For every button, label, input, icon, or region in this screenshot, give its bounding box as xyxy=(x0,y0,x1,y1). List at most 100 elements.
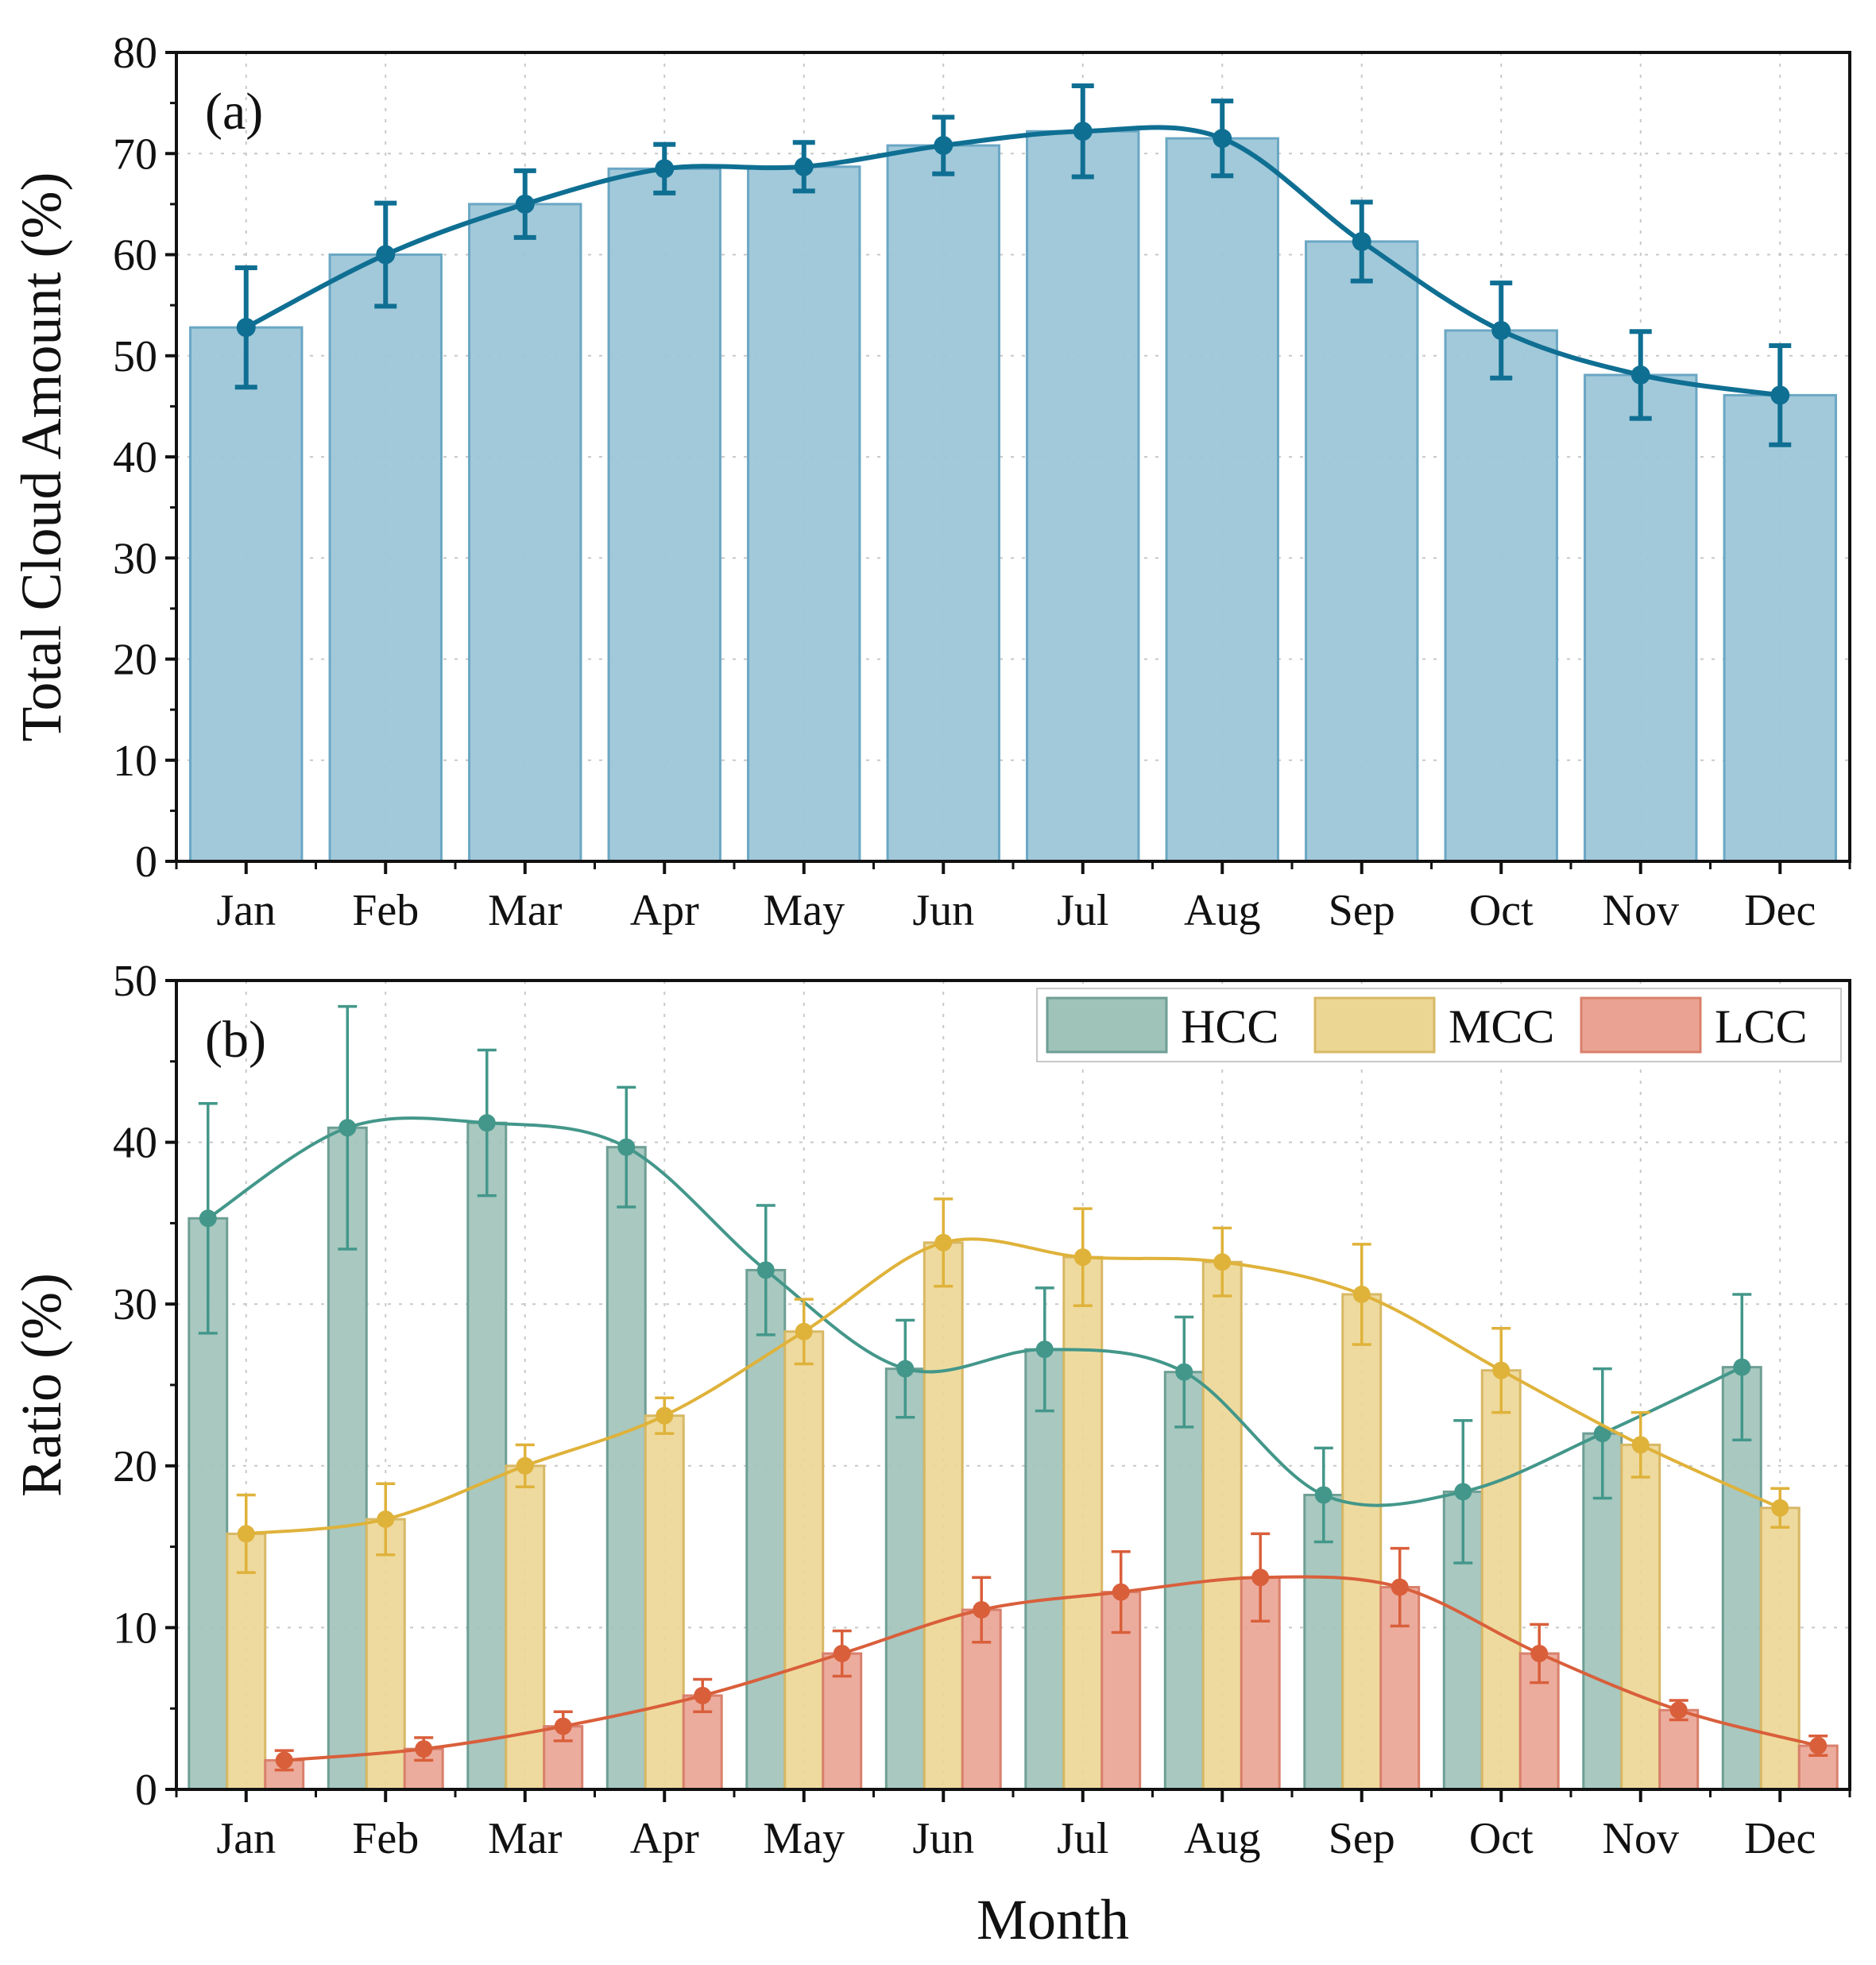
x-tick-label: Aug xyxy=(1184,886,1260,935)
bar-Total Cloud Amount-Nov xyxy=(1584,373,1698,863)
series-line-Total Cloud Amount xyxy=(245,125,1781,398)
y-tick-label: 10 xyxy=(113,737,157,786)
x-tick-label: Dec xyxy=(1744,886,1816,935)
point-MCC-Jan xyxy=(237,1525,255,1543)
point-LCC-May xyxy=(833,1644,851,1662)
grid xyxy=(176,981,1850,1789)
legend-swatch-MCC xyxy=(1313,996,1436,1054)
x-tick-label: May xyxy=(763,886,845,935)
series-LCC xyxy=(274,1532,1828,1772)
bar-Total Cloud Amount-Aug xyxy=(1165,137,1279,863)
x-tick-label: Nov xyxy=(1603,886,1679,935)
bar-Total Cloud Amount-Dec xyxy=(1723,393,1837,863)
point-Total Cloud Amount-Feb xyxy=(376,245,396,265)
bar-Total Cloud Amount-Mar xyxy=(468,203,582,863)
x-axis: Jan Feb Mar Apr May Jun Jul Aug Sep Oct Nov Dec xyxy=(175,1789,1851,1863)
x-tick-label: Jun xyxy=(912,1814,974,1863)
legend-box xyxy=(1036,988,1842,1062)
point-HCC-Apr xyxy=(617,1138,636,1156)
point-LCC-Jul xyxy=(1112,1583,1130,1601)
bar-Total Cloud Amount-Oct xyxy=(1444,329,1558,863)
y-tick-label: 30 xyxy=(113,534,157,583)
point-MCC-Nov xyxy=(1631,1436,1650,1454)
x-tick-label: Feb xyxy=(352,1814,419,1863)
bar-LCC-Nov xyxy=(1658,1708,1700,1791)
point-Total Cloud Amount-Mar xyxy=(515,194,535,214)
y-tick-label: 20 xyxy=(113,636,157,685)
series-line-MCC xyxy=(246,1237,1781,1536)
bar-MCC-Aug xyxy=(1201,1260,1243,1791)
y-tick-label: 30 xyxy=(113,1280,157,1329)
point-MCC-Apr xyxy=(656,1406,674,1425)
panel-label: (b) xyxy=(205,1011,266,1069)
point-Total Cloud Amount-Dec xyxy=(1770,385,1790,405)
point-MCC-Oct xyxy=(1492,1361,1510,1379)
x-tick-label: May xyxy=(763,1814,845,1863)
bar-Total Cloud Amount-Apr xyxy=(607,167,721,863)
x-tick-label: Oct xyxy=(1469,886,1534,935)
y-tick-label: 20 xyxy=(113,1442,157,1491)
point-Total Cloud Amount-Nov xyxy=(1630,365,1650,385)
x-axis-title: Month xyxy=(977,1888,1129,1951)
point-MCC-Sep xyxy=(1352,1285,1371,1303)
bar-HCC-Jul xyxy=(1024,1348,1066,1791)
legend-label-HCC: HCC xyxy=(1181,1000,1278,1053)
bar-HCC-Jun xyxy=(884,1367,926,1791)
x-tick-label: Sep xyxy=(1329,1814,1395,1863)
point-Total Cloud Amount-Apr xyxy=(655,159,675,179)
bar-MCC-Jun xyxy=(923,1241,964,1791)
bar-MCC-Apr xyxy=(644,1414,685,1791)
series-line-LCC xyxy=(284,1575,1819,1762)
point-HCC-Jan xyxy=(199,1209,217,1228)
point-Total Cloud Amount-May xyxy=(794,157,814,176)
point-HCC-Oct xyxy=(1454,1483,1472,1501)
point-MCC-Aug xyxy=(1213,1253,1232,1271)
bar-HCC-Mar xyxy=(466,1121,508,1791)
point-HCC-Sep xyxy=(1314,1486,1333,1504)
bar-Total Cloud Amount-Jul xyxy=(1026,130,1140,863)
x-tick-label: Mar xyxy=(488,1814,563,1863)
x-tick-label: Nov xyxy=(1603,1814,1679,1863)
x-tick-label: Apr xyxy=(630,1814,699,1863)
legend: HCC MCC LCC xyxy=(1036,988,1842,1062)
x-tick-label: Jul xyxy=(1057,1814,1108,1863)
point-LCC-Dec xyxy=(1809,1737,1828,1755)
y-tick-label: 50 xyxy=(113,957,157,1006)
point-LCC-Aug xyxy=(1251,1569,1270,1587)
bar-Total Cloud Amount-Jun xyxy=(886,144,1000,863)
y-tick-label: 40 xyxy=(113,433,157,482)
x-tick-label: Jul xyxy=(1057,886,1108,935)
bar-MCC-Jul xyxy=(1062,1255,1104,1791)
x-tick-label: Sep xyxy=(1329,886,1395,935)
point-MCC-Dec xyxy=(1771,1499,1789,1517)
legend-swatch-HCC xyxy=(1046,996,1168,1054)
bar-Total Cloud Amount-May xyxy=(747,165,861,863)
bar-Total Cloud Amount-Jan xyxy=(189,326,304,863)
point-Total Cloud Amount-Jul xyxy=(1073,122,1093,141)
point-HCC-Dec xyxy=(1733,1358,1751,1376)
point-HCC-Jun xyxy=(896,1360,915,1378)
bar-MCC-Mar xyxy=(505,1464,546,1791)
bar-MCC-Feb xyxy=(365,1518,406,1791)
panel-b: 0 10 20 30 40 50 Jan Feb Mar Apr May Jun Jul Aug Sep Oc… xyxy=(10,957,1851,1951)
y-tick-label: 40 xyxy=(113,1119,157,1168)
bars xyxy=(189,130,1837,863)
bar-MCC-May xyxy=(783,1330,825,1791)
x-axis: Jan Feb Mar Apr May Jun Jul Aug Sep Oct Nov Dec xyxy=(175,861,1851,935)
bar-MCC-Nov xyxy=(1620,1443,1661,1791)
bar-MCC-Dec xyxy=(1759,1507,1801,1791)
y-tick-label: 10 xyxy=(113,1603,157,1653)
bar-MCC-Sep xyxy=(1341,1293,1383,1791)
point-LCC-Mar xyxy=(554,1717,572,1735)
point-Total Cloud Amount-Aug xyxy=(1213,129,1232,149)
point-LCC-Jan xyxy=(275,1751,293,1770)
series-Total Cloud Amount xyxy=(234,83,1792,447)
y-tick-label: 80 xyxy=(113,29,157,78)
bar-HCC-Apr xyxy=(605,1146,647,1791)
point-LCC-Sep xyxy=(1391,1578,1409,1596)
x-tick-label: Jun xyxy=(912,886,974,935)
panel-label: (a) xyxy=(205,83,263,141)
point-MCC-Jun xyxy=(934,1233,953,1251)
